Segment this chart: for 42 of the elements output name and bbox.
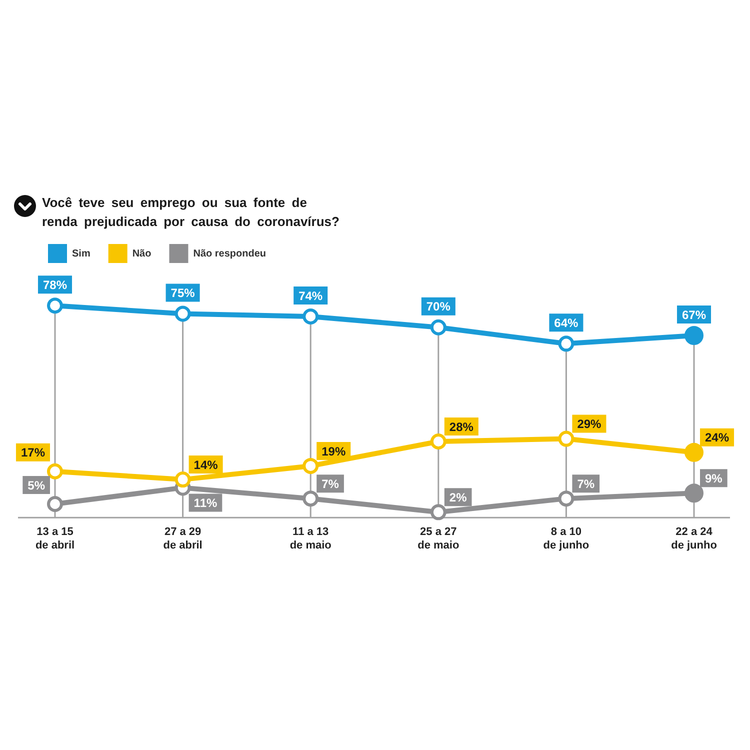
point — [302, 458, 319, 474]
data-label: 11% — [194, 496, 218, 510]
point — [47, 298, 63, 314]
point — [174, 306, 191, 322]
point — [174, 472, 191, 488]
x-tick-label: 8 a 10 de junho — [543, 526, 590, 552]
point — [558, 430, 574, 447]
x-tick-label: 27 a 29 de abril — [163, 526, 202, 552]
data-label: 78% — [42, 278, 68, 292]
point — [430, 319, 446, 336]
data-label: 29% — [577, 417, 602, 432]
point — [558, 336, 574, 352]
legend-label: Não respondeu — [193, 248, 266, 260]
data-label: 5% — [28, 478, 46, 492]
data-label: 14% — [194, 458, 218, 472]
point — [302, 308, 319, 324]
data-label: 74% — [298, 288, 323, 303]
data-label: 7% — [322, 476, 340, 491]
legend-label: Sim — [72, 248, 90, 260]
x-tick-label: 13 a 15 de abril — [35, 526, 75, 552]
data-label: 9% — [705, 471, 723, 486]
point — [47, 463, 63, 480]
legend-label: Não — [132, 248, 152, 260]
point — [47, 496, 63, 512]
data-label: 28% — [449, 420, 474, 434]
data-label: 70% — [426, 300, 451, 314]
data-label: 24% — [704, 430, 730, 445]
data-label: 7% — [577, 476, 595, 491]
data-label: 2% — [449, 490, 468, 504]
data-label: 17% — [20, 446, 46, 460]
point — [430, 434, 446, 450]
x-tick-label: 11 a 13 de maio — [290, 526, 332, 552]
data-label: 75% — [170, 286, 196, 300]
data-label: 67% — [682, 308, 706, 322]
data-label: 19% — [322, 444, 346, 458]
x-tick-label: 25 a 27 de maio — [418, 526, 460, 552]
point — [558, 490, 574, 507]
point — [302, 490, 319, 507]
data-label: 64% — [554, 316, 579, 330]
point — [430, 504, 446, 520]
chart-title: Você teve seu emprego ou sua fonte de renda prejudicada por causa do coronavírus? — [42, 194, 340, 231]
x-tick-label: 22 a 24 de junho — [671, 526, 718, 552]
